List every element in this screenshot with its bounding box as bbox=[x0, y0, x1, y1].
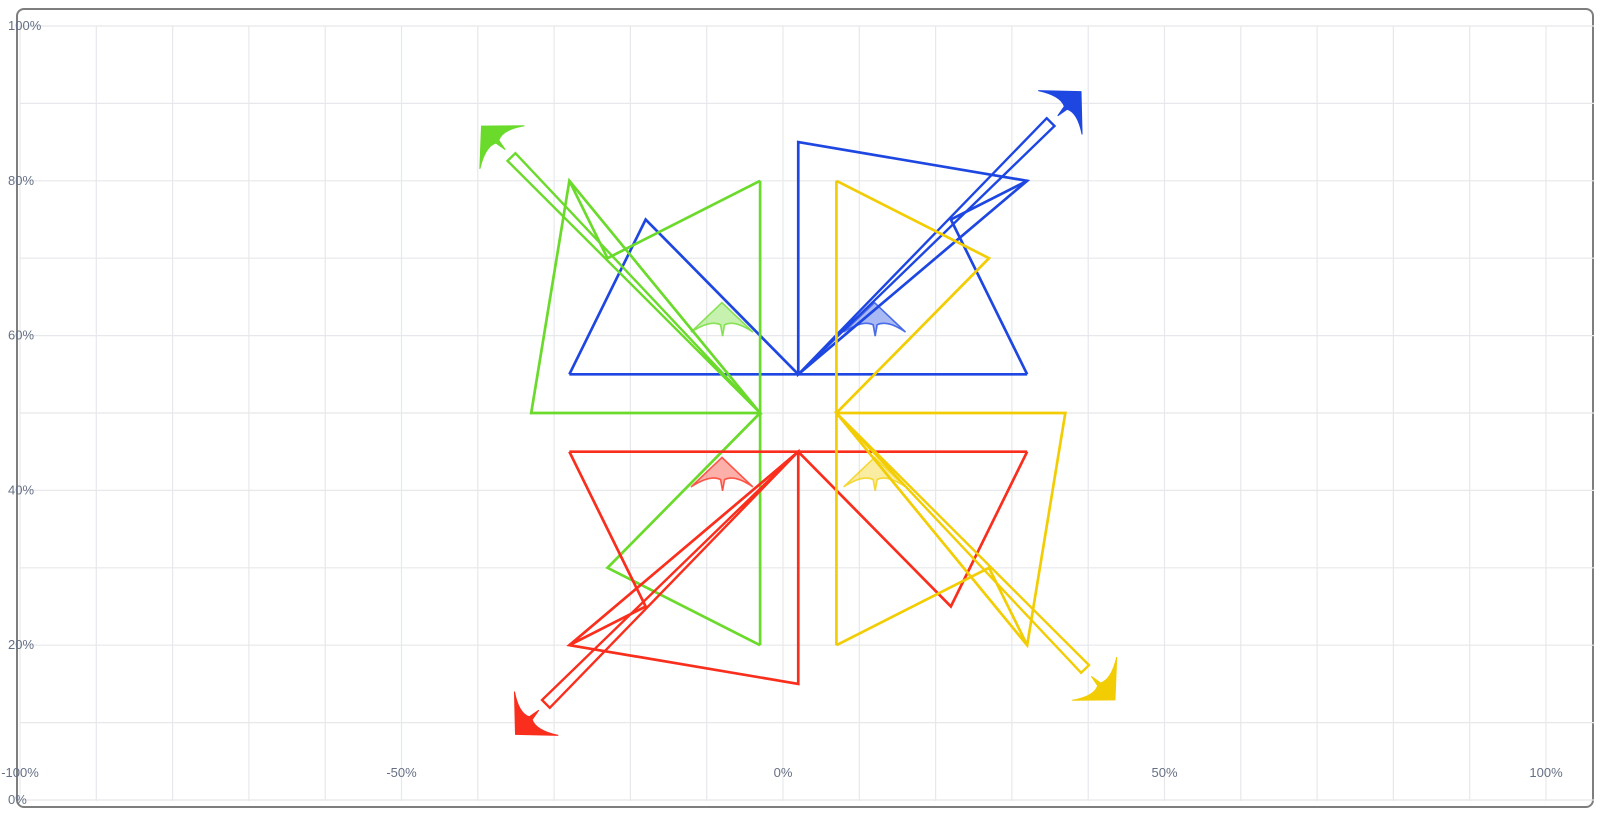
x-axis-tick-label: -100% bbox=[1, 765, 39, 780]
axis-tick-labels: -100% -50% 0% 50% 100% 0% 20% 40% 60% 80% 100% bbox=[1, 18, 1563, 807]
y-axis-tick-label: 20% bbox=[8, 637, 34, 652]
arrow-shaft bbox=[797, 116, 1057, 376]
y-axis-tick-label: 100% bbox=[8, 18, 42, 33]
series-blue bbox=[568, 90, 1083, 378]
triangle-outline bbox=[833, 411, 1067, 649]
wing-right-outline bbox=[568, 179, 761, 261]
series-green bbox=[479, 125, 763, 647]
series-shapes bbox=[479, 90, 1118, 736]
triangle-outline bbox=[529, 177, 763, 415]
y-axis-tick-label: 80% bbox=[8, 173, 34, 188]
arrowhead-icon bbox=[1038, 90, 1083, 135]
arrow-shaft bbox=[540, 450, 800, 710]
chart-frame bbox=[16, 8, 1594, 808]
small-arrow-marker-icon bbox=[843, 456, 907, 492]
x-axis-tick-label: 0% bbox=[774, 765, 793, 780]
arrowhead-icon bbox=[1072, 656, 1118, 701]
wing-right-outline bbox=[835, 565, 1029, 647]
wing-right-outline bbox=[568, 451, 648, 647]
wing-right-outline bbox=[949, 179, 1029, 375]
y-axis-tick-label: 40% bbox=[8, 482, 34, 497]
x-axis-tick-label: -50% bbox=[386, 765, 417, 780]
small-arrow-marker-icon bbox=[690, 301, 754, 337]
triangle-outline bbox=[566, 448, 800, 686]
arrowhead-icon bbox=[513, 691, 559, 736]
series-yellow bbox=[833, 179, 1118, 701]
y-axis-tick-label: 0% bbox=[8, 792, 27, 807]
arrow-shaft bbox=[835, 412, 1091, 675]
x-axis-tick-label: 100% bbox=[1529, 765, 1563, 780]
arrow-shaft bbox=[505, 151, 761, 414]
wing-left-outline bbox=[568, 217, 800, 376]
small-arrow-marker-icon bbox=[843, 301, 907, 337]
small-arrow-marker-icon bbox=[690, 456, 754, 492]
x-axis-tick-label: 50% bbox=[1151, 765, 1177, 780]
triangle-outline bbox=[796, 140, 1031, 378]
y-axis-tick-label: 60% bbox=[8, 328, 34, 343]
wing-left-outline bbox=[835, 179, 992, 414]
wing-left-outline bbox=[605, 412, 762, 647]
arrowhead-icon bbox=[479, 125, 525, 170]
wing-left-outline bbox=[797, 450, 1029, 609]
series-red bbox=[513, 448, 1029, 736]
